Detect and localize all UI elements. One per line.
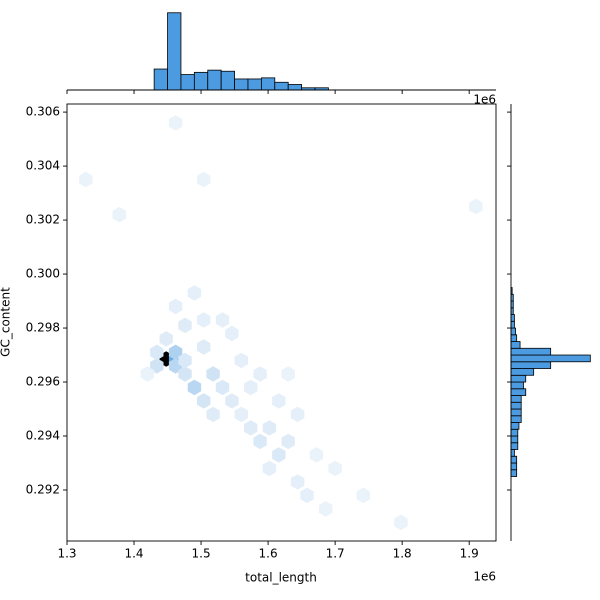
hex-cell (168, 298, 183, 315)
hex-cell (290, 406, 305, 423)
right-hist-bar (510, 381, 524, 390)
hex-cell (262, 460, 277, 477)
hex-cell (112, 206, 126, 223)
hex-cell (356, 487, 370, 504)
hex-cell (178, 366, 192, 382)
top-hist-bar (234, 78, 249, 91)
top-offset-label: 1e6 (473, 93, 496, 107)
hex-cell (140, 366, 155, 382)
hex-cell (187, 379, 202, 396)
x-tick-label: 1.8 (393, 547, 412, 561)
hex-cell (309, 447, 324, 463)
right-hist-bar (510, 415, 522, 423)
right-hist-bar (510, 395, 522, 403)
hex-cell (244, 420, 258, 436)
top-hist-bar (274, 81, 289, 91)
right-hist-bar (510, 327, 516, 336)
hex-cell (187, 285, 202, 301)
hex-cell (215, 312, 230, 328)
hex-cell (168, 115, 183, 131)
top-hist-bar (260, 77, 276, 91)
y-tick-label: 0.306 (26, 105, 60, 119)
hex-cell (178, 352, 192, 369)
hex-cell (394, 514, 408, 531)
right-hist-bar (510, 455, 518, 464)
hex-cell (159, 331, 173, 347)
x-tick-label: 1.7 (326, 547, 345, 561)
right-hist-bar (510, 449, 515, 457)
hex-cell (253, 366, 267, 382)
hex-cell (272, 393, 286, 409)
right-hist-bar (510, 347, 552, 356)
hex-cell (197, 312, 211, 328)
hex-cell (197, 171, 211, 188)
hex-cell (197, 339, 211, 355)
y-tick-label: 0.294 (26, 429, 60, 443)
hex-cell (281, 433, 295, 450)
x-offset-label: 1e6 (473, 570, 496, 584)
x-tick-label: 1.5 (192, 547, 211, 561)
right-hist-bar (510, 341, 521, 349)
right-hist-bar (510, 469, 518, 477)
right-hist-bar (510, 320, 515, 329)
hex-cell (234, 352, 248, 369)
right-hist-bar (510, 401, 522, 410)
y-axis-label: GC_content (0, 287, 13, 357)
x-tick-label: 1.3 (57, 547, 76, 561)
top-hist-bar (207, 69, 222, 91)
hex-cell (234, 406, 248, 423)
hex-cell (206, 366, 220, 382)
hex-cell (178, 317, 192, 334)
right-hist-bar (510, 422, 520, 430)
main-frame (66, 103, 497, 542)
x-tick-label: 1.4 (124, 547, 143, 561)
right-hist-bar (510, 408, 522, 417)
right-hist-bar (510, 388, 527, 396)
hex-cell (150, 344, 164, 361)
right-hist-bar (510, 361, 552, 369)
top-hist-bar (247, 78, 262, 91)
top-hist-bar (167, 12, 182, 91)
hex-cell (225, 393, 239, 409)
top-hist-bar (287, 84, 303, 91)
right-hist-bar (510, 428, 519, 437)
hex-cell (300, 487, 314, 504)
hex-cell (272, 447, 286, 463)
right-hist-bar (510, 314, 515, 322)
right-hist-bar (510, 354, 591, 363)
top-hist-bar (220, 70, 235, 91)
top-hist-bar (193, 71, 209, 91)
y-tick-label: 0.296 (26, 375, 60, 389)
y-tick-label: 0.300 (26, 267, 60, 281)
hex-cell (469, 198, 483, 215)
hex-cell (225, 325, 239, 342)
hex-cell (215, 379, 230, 396)
right-hist-bar (510, 435, 519, 444)
top-hist-bar (180, 74, 195, 91)
hex-cell (281, 366, 295, 382)
hex-cell (244, 379, 258, 396)
hex-cell (262, 420, 277, 436)
right-hist-bar (510, 374, 527, 383)
x-tick-label: 1.6 (259, 547, 278, 561)
hex-cell (206, 406, 220, 423)
right-hist-bar (510, 334, 518, 342)
hex-cell (328, 460, 342, 477)
y-tick-label: 0.302 (26, 213, 60, 227)
right-hist-bar (510, 368, 535, 376)
hex-cell (197, 393, 211, 409)
y-tick-label: 0.292 (26, 482, 60, 496)
x-tick-label: 1.9 (460, 547, 479, 561)
hex-cell (253, 433, 267, 450)
top-hist-bar (153, 68, 168, 91)
x-axis-label: total_length (245, 571, 317, 585)
hex-cell (319, 501, 333, 517)
y-tick-label: 0.298 (26, 321, 60, 335)
right-hist-bar (510, 462, 518, 471)
hex-cell (290, 474, 305, 490)
right-hist-bar (510, 442, 519, 450)
y-tick-label: 0.304 (26, 159, 60, 173)
hex-cell (79, 171, 93, 188)
